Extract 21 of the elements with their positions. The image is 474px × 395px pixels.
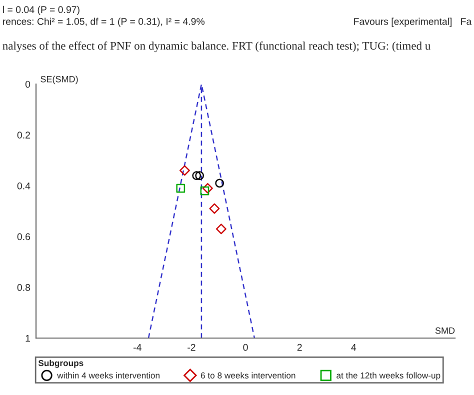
- text: Favours [experimental] Fa: [354, 18, 472, 27]
- text: l = 0.04 (P = 0.97): [3, 6, 80, 15]
- y-tick-label: 0.6: [17, 233, 30, 240]
- y-tick-label: 1: [26, 334, 30, 342]
- y-tick-label: 0: [25, 80, 30, 88]
- y-tick-label: 0.4: [17, 182, 30, 190]
- x-tick-label: -4: [134, 344, 142, 351]
- legend-label: at the 12th weeks follow-up: [336, 372, 440, 380]
- x-tick-label: 0: [243, 344, 248, 351]
- x-axis-title: SMD: [435, 327, 455, 334]
- legend-label: 6 to 8 weeks intervention: [200, 372, 296, 379]
- x-tick-label: -2: [188, 344, 196, 351]
- y-tick-label: 0.2: [17, 132, 30, 139]
- text: rences: Chi² = 1.05, df = 1 (P = 0.31), I² = 4.9%: [3, 18, 205, 27]
- y-tick-label: 0.8: [17, 284, 30, 291]
- legend-label: within 4 weeks intervention: [57, 372, 160, 379]
- text: nalyses of the effect of PNF on dynamic balance. FRT (functional reach test); TUG: (timed u: [2, 41, 430, 52]
- x-tick-label: 4: [351, 344, 356, 351]
- y-axis-title: SE(SMD): [40, 76, 78, 84]
- x-tick-label: 2: [297, 344, 302, 351]
- legend-title: Subgroups: [38, 360, 84, 368]
